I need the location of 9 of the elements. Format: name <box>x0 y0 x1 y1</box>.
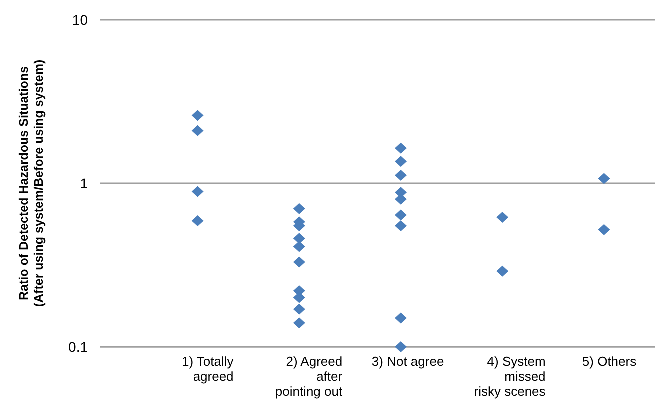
x-tick-label: 1) Totally agreed <box>182 354 234 384</box>
x-tick-label: 5) Others <box>582 354 638 369</box>
x-tick-label: 4) System missed risky scenes <box>474 354 546 399</box>
x-tick-label: 2) Agreed after pointing out <box>275 354 344 399</box>
y-tick-label: 1 <box>80 175 88 192</box>
x-tick-label: 3) Not agree <box>372 354 444 369</box>
y-tick-label: 10 <box>72 12 88 28</box>
y-axis-title: Ratio of Detected Hazardous Situations (After using system/Before using system) <box>17 60 46 308</box>
y-tick-label: 0.1 <box>68 338 88 355</box>
